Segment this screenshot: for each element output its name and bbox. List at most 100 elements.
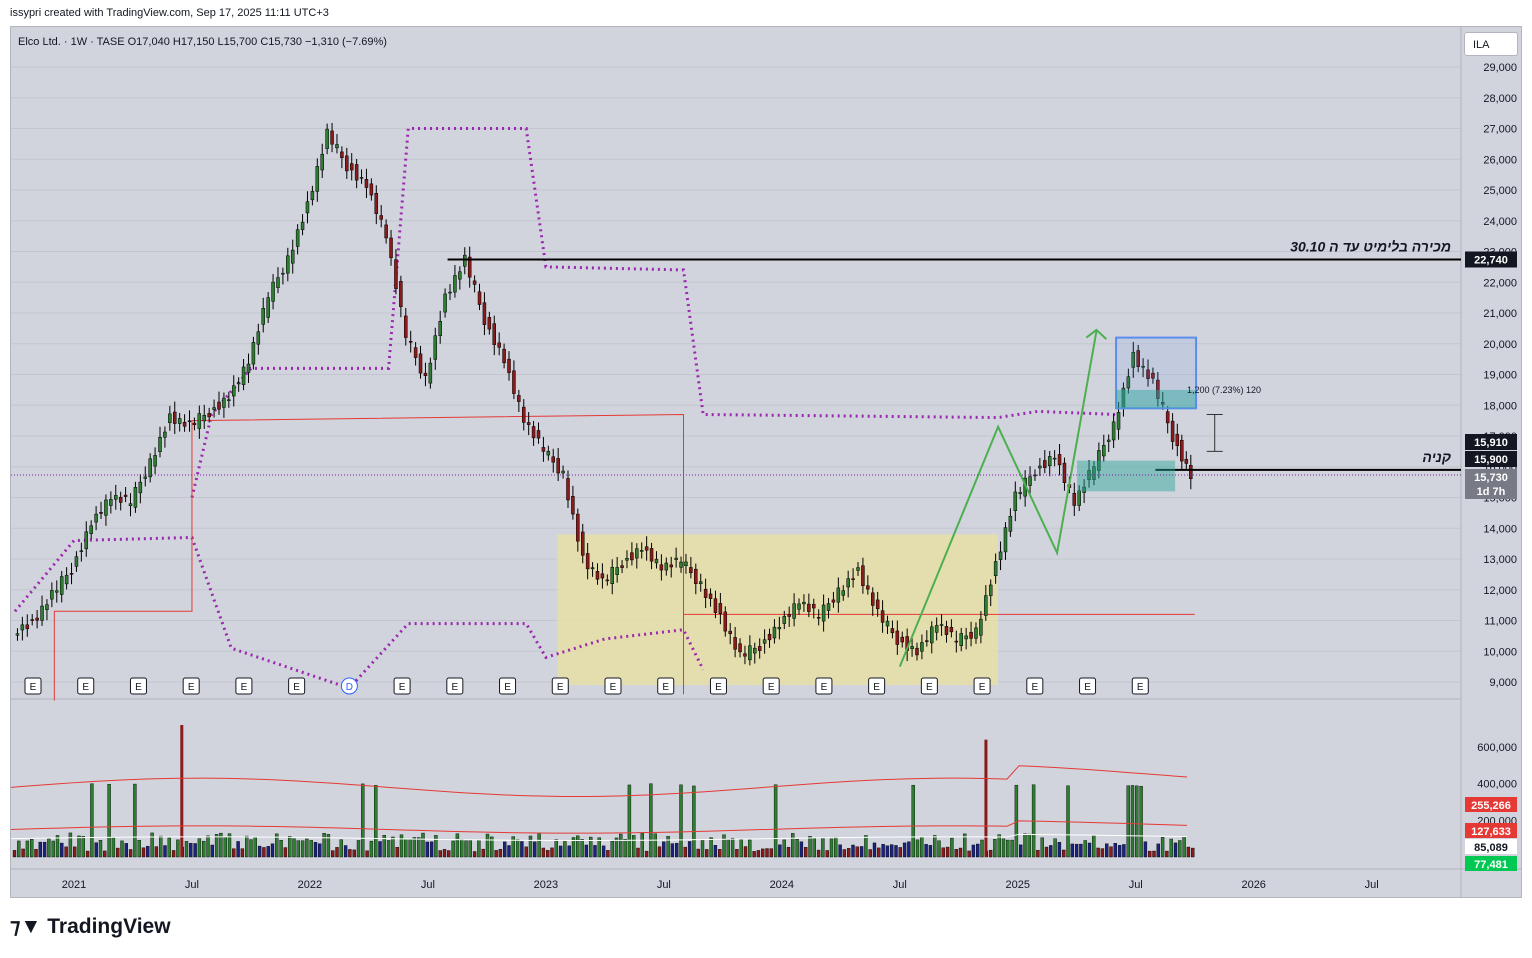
volume-bar [201, 840, 206, 858]
candle-body [281, 272, 285, 275]
candle-body [694, 568, 698, 585]
candle-body [679, 561, 683, 568]
price-label: 15,910 [1474, 437, 1508, 449]
volume-bar [756, 850, 761, 858]
candle-body [1111, 421, 1116, 441]
price-tick: 13,000 [1483, 554, 1517, 566]
candle-body [389, 237, 393, 259]
event-marker [920, 677, 938, 695]
volume-bar [17, 840, 21, 858]
volume-bar [842, 849, 847, 858]
projection-path [898, 331, 1098, 668]
volume-bar [963, 833, 967, 858]
drawings: מכירה בלימיט עד ה 30.10 קניה 1,200 (7.23%)… [11, 238, 1461, 668]
candle-body [1146, 369, 1150, 379]
volume-bar [644, 850, 649, 858]
candle-body [384, 224, 388, 239]
volume-bar [825, 850, 829, 858]
candle-body [625, 557, 629, 561]
candle-body [163, 431, 167, 438]
volume-bar [266, 846, 270, 858]
volume-bar [1036, 849, 1040, 858]
price-chart[interactable]: מכירה בלימיט עד ה 30.10 קניה 1,200 (7.23%)… [11, 27, 1521, 897]
volume-bar [859, 846, 864, 858]
candle-body [561, 470, 565, 474]
volume-bar [1173, 842, 1178, 858]
volume-bar [786, 846, 791, 858]
candle-body [418, 353, 423, 374]
volume-bar [563, 840, 567, 858]
candle-body [192, 422, 197, 426]
currency-button[interactable]: ILA [1464, 32, 1518, 56]
sell-note: מכירה בלימיט עד ה 30.10 [1290, 238, 1451, 254]
candle-body [556, 458, 560, 474]
volume-bar [1040, 837, 1044, 858]
support-line [53, 413, 685, 701]
candle-body [109, 499, 113, 506]
candle-body [890, 628, 895, 634]
event-marker-label: E [979, 682, 986, 693]
volume-bar [967, 850, 971, 858]
volume-bar [283, 847, 288, 858]
volume-bar [146, 845, 150, 858]
volume-bar [606, 850, 610, 858]
volume-bar [1006, 839, 1010, 858]
volume-bar [81, 836, 86, 858]
candle-body [1057, 454, 1062, 466]
candle-body [315, 166, 320, 192]
volume-bar [537, 832, 541, 858]
volume-bar [687, 841, 692, 858]
volume-bar [1122, 844, 1126, 858]
volume-bar [365, 850, 369, 858]
volume-bar [924, 844, 928, 858]
candle-body [217, 401, 221, 410]
candle-body [1087, 470, 1091, 480]
volume-bar [163, 845, 167, 858]
volume-bar [361, 783, 365, 858]
brand-name: TradingView [47, 914, 171, 938]
candle-body [458, 271, 462, 280]
volume-bar [511, 836, 515, 858]
volume-bar [137, 839, 141, 858]
candle-body [836, 587, 841, 603]
candle-body [1189, 465, 1193, 479]
event-marker-label: E [768, 682, 775, 693]
candle-body [231, 385, 236, 397]
candle-body [615, 567, 619, 575]
price-tick: 20,000 [1483, 339, 1517, 351]
candle-body [222, 397, 226, 408]
volume-bar [748, 839, 752, 858]
volume-bar [472, 851, 477, 858]
candle-body [1052, 457, 1057, 460]
volume-bar [322, 833, 326, 858]
consolidation-zone [557, 534, 999, 686]
candle-body [50, 590, 54, 600]
candle-body [644, 546, 649, 551]
volume-bar [1130, 785, 1135, 858]
event-marker-label: E [1084, 682, 1091, 693]
candle-body [266, 297, 270, 318]
time-tick: 2022 [298, 879, 322, 891]
candle-body [1102, 444, 1106, 457]
volume-bar [675, 842, 679, 858]
volume-bar [541, 847, 546, 858]
volume-bar [1147, 850, 1152, 858]
volume-bar [971, 844, 976, 858]
candle-body [1106, 439, 1111, 442]
volume-label: 77,481 [1474, 859, 1508, 871]
candle-body [969, 631, 973, 639]
volume-bar [115, 847, 120, 858]
candle-body [674, 557, 678, 560]
volume-bar [851, 844, 855, 858]
candle-body [895, 630, 900, 645]
candle-body [974, 627, 978, 639]
volume-bar [1117, 845, 1122, 858]
volume-bar [374, 785, 378, 858]
volume-bar [455, 833, 460, 858]
volume-bar [610, 841, 614, 858]
candle-body [802, 601, 806, 605]
volume-bar [769, 848, 773, 858]
candle-body [1161, 402, 1165, 405]
candle-body [571, 496, 575, 515]
event-marker-label: E [293, 682, 300, 693]
